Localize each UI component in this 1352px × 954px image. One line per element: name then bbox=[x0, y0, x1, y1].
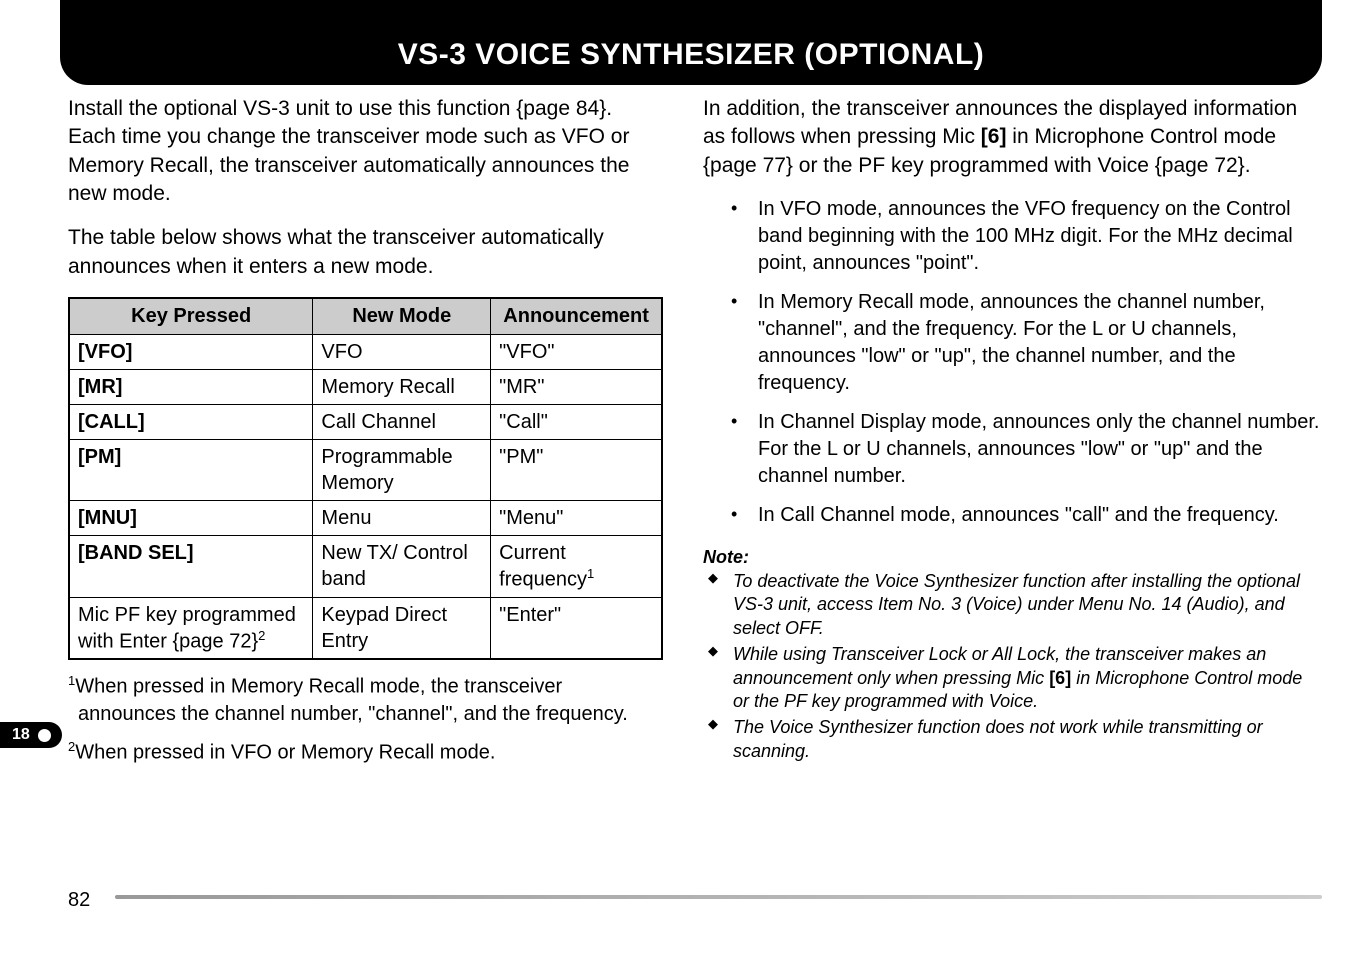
table-row: [MR] Memory Recall "MR" bbox=[69, 370, 662, 405]
cell-key: [VFO] bbox=[69, 335, 313, 370]
cell-key: [MNU] bbox=[69, 501, 313, 536]
right-para-1: In addition, the transceiver announces t… bbox=[703, 95, 1322, 180]
mode-bullet-list: In VFO mode, announces the VFO frequency… bbox=[703, 196, 1322, 529]
table-row: [MNU] Menu "Menu" bbox=[69, 501, 662, 536]
cell-ann: "PM" bbox=[491, 440, 662, 501]
cell-ann: "MR" bbox=[491, 370, 662, 405]
list-item: In VFO mode, announces the VFO frequency… bbox=[703, 196, 1322, 277]
cell-mode: Programmable Memory bbox=[313, 440, 491, 501]
chapter-number: 18 bbox=[12, 726, 30, 744]
list-item: In Channel Display mode, announces only … bbox=[703, 409, 1322, 490]
note-list: To deactivate the Voice Synthesizer func… bbox=[703, 570, 1322, 763]
cell-key: [BAND SEL] bbox=[69, 536, 313, 598]
col-header-mode: New Mode bbox=[313, 298, 491, 335]
cell-mode: Menu bbox=[313, 501, 491, 536]
footnote-marker: 2 bbox=[258, 628, 265, 643]
cell-ann: Current frequency1 bbox=[491, 536, 662, 598]
cell-ann: "Call" bbox=[491, 405, 662, 440]
footnote-2: 2When pressed in VFO or Memory Recall mo… bbox=[68, 738, 663, 767]
cell-ann-text: Current frequency bbox=[499, 542, 587, 591]
page-number: 82 bbox=[68, 889, 90, 912]
cell-key: [PM] bbox=[69, 440, 313, 501]
left-column: Install the optional VS-3 unit to use th… bbox=[68, 95, 663, 777]
table-header-row: Key Pressed New Mode Announcement bbox=[69, 298, 662, 335]
cell-ann: "Enter" bbox=[491, 597, 662, 659]
footnote-marker: 1 bbox=[587, 566, 594, 581]
footnote-1: 1When pressed in Memory Recall mode, the… bbox=[68, 672, 663, 728]
table-row: [PM] Programmable Memory "PM" bbox=[69, 440, 662, 501]
table-row: [CALL] Call Channel "Call" bbox=[69, 405, 662, 440]
key-ref: [6] bbox=[1049, 668, 1071, 688]
cell-ann: "VFO" bbox=[491, 335, 662, 370]
note-item: While using Transceiver Lock or All Lock… bbox=[703, 643, 1322, 713]
cell-mode: VFO bbox=[313, 335, 491, 370]
footnote-text: When pressed in VFO or Memory Recall mod… bbox=[75, 742, 495, 764]
footer-rule bbox=[115, 895, 1322, 899]
cell-mode: New TX/ Control band bbox=[313, 536, 491, 598]
list-item: In Memory Recall mode, announces the cha… bbox=[703, 289, 1322, 397]
cell-key: [CALL] bbox=[69, 405, 313, 440]
note-item: To deactivate the Voice Synthesizer func… bbox=[703, 570, 1322, 640]
announcement-table: Key Pressed New Mode Announcement [VFO] … bbox=[68, 297, 663, 660]
cell-mode: Keypad Direct Entry bbox=[313, 597, 491, 659]
cell-key: [MR] bbox=[69, 370, 313, 405]
list-item: In Call Channel mode, announces "call" a… bbox=[703, 502, 1322, 529]
table-row: [BAND SEL] New TX/ Control band Current … bbox=[69, 536, 662, 598]
note-heading: Note: bbox=[703, 547, 1322, 568]
note-item: The Voice Synthesizer function does not … bbox=[703, 716, 1322, 763]
table-row: [VFO] VFO "VFO" bbox=[69, 335, 662, 370]
cell-key: Mic PF key programmed with Enter {page 7… bbox=[69, 597, 313, 659]
cell-mode: Memory Recall bbox=[313, 370, 491, 405]
intro-para-2: The table below shows what the transceiv… bbox=[68, 224, 663, 281]
right-column: In addition, the transceiver announces t… bbox=[703, 95, 1322, 777]
chapter-tab: 18 bbox=[0, 722, 62, 748]
table-row: Mic PF key programmed with Enter {page 7… bbox=[69, 597, 662, 659]
cell-ann: "Menu" bbox=[491, 501, 662, 536]
key-ref: [6] bbox=[981, 125, 1007, 148]
page-title: VS-3 VOICE SYNTHESIZER (OPTIONAL) bbox=[60, 38, 1322, 72]
cell-mode: Call Channel bbox=[313, 405, 491, 440]
footnote-text: When pressed in Memory Recall mode, the … bbox=[75, 676, 628, 725]
col-header-key: Key Pressed bbox=[69, 298, 313, 335]
content-area: Install the optional VS-3 unit to use th… bbox=[68, 95, 1322, 777]
intro-para-1: Install the optional VS-3 unit to use th… bbox=[68, 95, 663, 208]
col-header-ann: Announcement bbox=[491, 298, 662, 335]
